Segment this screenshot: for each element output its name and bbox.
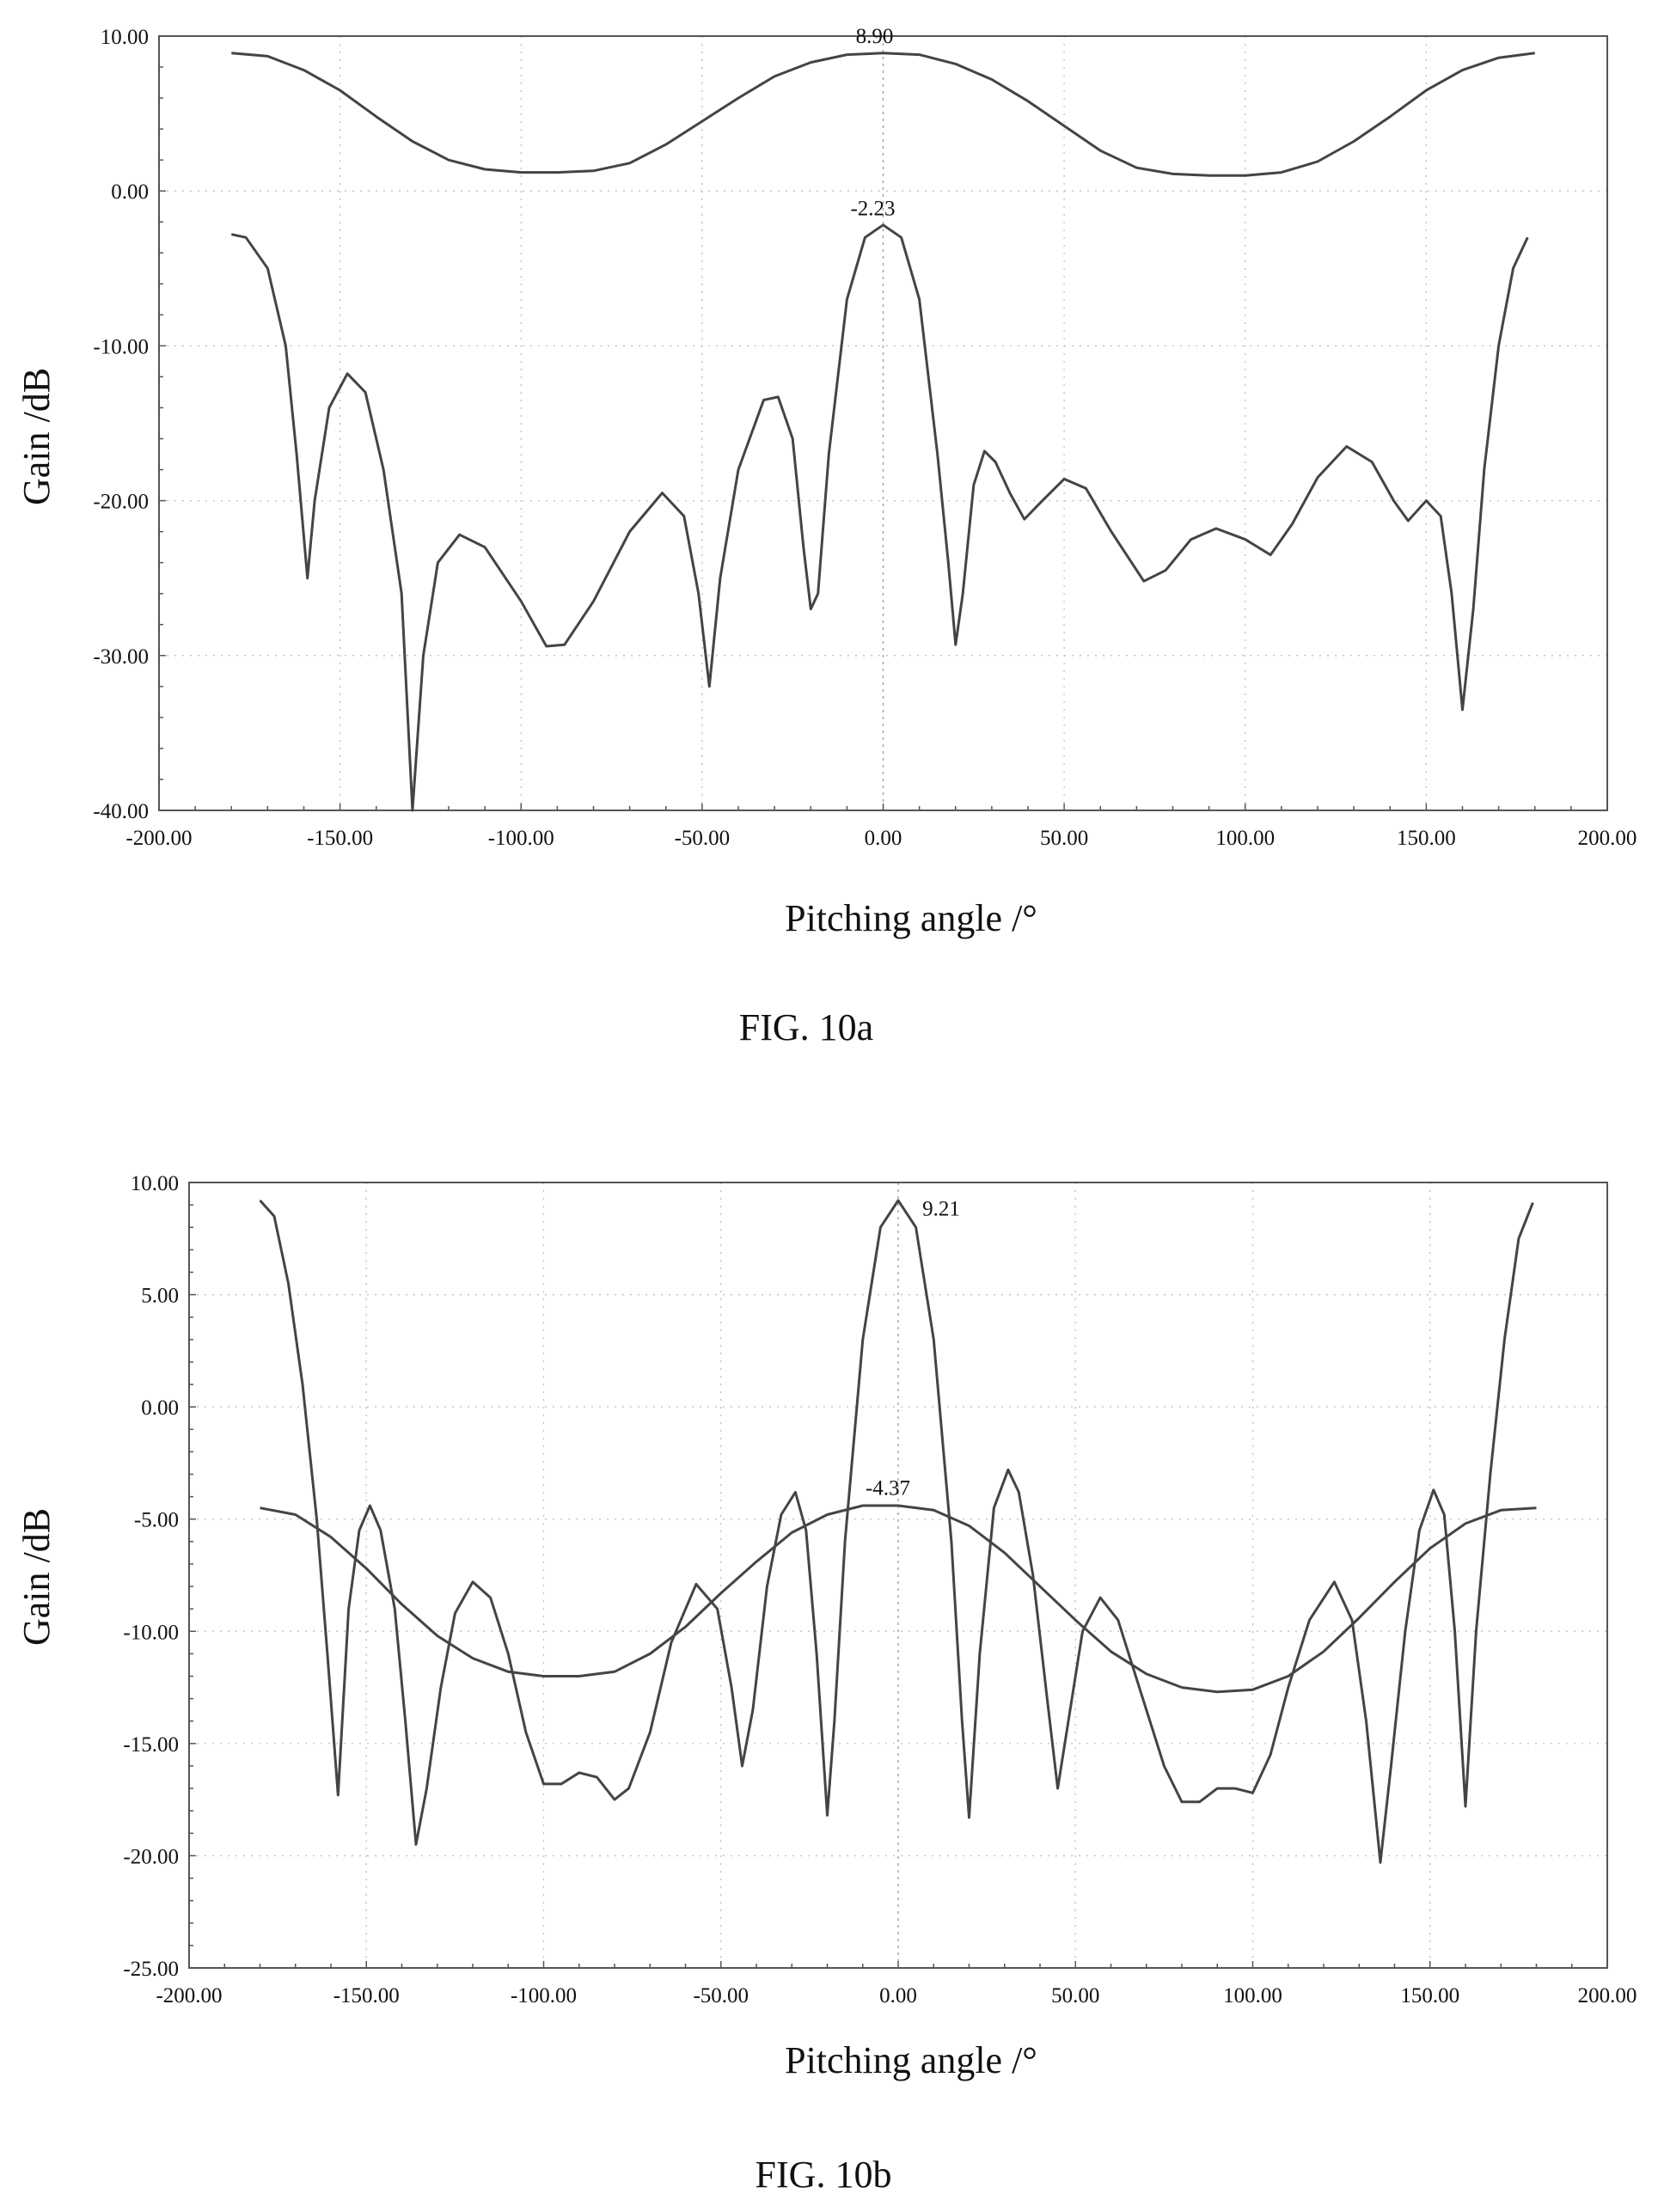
y-tick-label: -25.00 <box>123 1958 179 1981</box>
x-axis-title: Pitching angle /° <box>785 2039 1037 2081</box>
x-tick-label: 50.00 <box>1051 1984 1099 2007</box>
peak-annotations: 9.21 -4.37 <box>866 1198 960 1500</box>
chart-fig-10a: -200.00 -150.00 -100.00 -50.00 0.00 50.00 100.… <box>15 25 1637 1048</box>
series-layer <box>230 52 1535 812</box>
x-tick-label: -100.00 <box>488 827 554 850</box>
figure-label: FIG. 10a <box>739 1006 873 1048</box>
minor-ticks <box>188 1182 1608 1969</box>
x-tick-label: 150.00 <box>1400 1984 1459 2007</box>
y-tick-label: -20.00 <box>123 1845 179 1868</box>
x-tick-label: -200.00 <box>125 827 192 850</box>
y-tick-label: -5.00 <box>134 1509 179 1532</box>
x-tick-label: -200.00 <box>156 1984 222 2007</box>
x-tick-labels: -200.00 -150.00 -100.00 -50.00 0.00 50.00 100.… <box>156 1984 1637 2007</box>
y-tick-label: 10.00 <box>101 26 149 49</box>
x-tick-label: -150.00 <box>307 827 373 850</box>
x-tick-label: 100.00 <box>1215 827 1275 850</box>
x-tick-label: 200.00 <box>1578 1984 1637 2007</box>
peak-annotation: -2.23 <box>850 197 895 220</box>
x-tick-label: -50.00 <box>675 827 731 850</box>
y-tick-labels: 10.00 5.00 0.00 -5.00 -10.00 -15.00 -20.00 -25.… <box>123 1172 179 1981</box>
x-tick-label: -100.00 <box>511 1984 577 2007</box>
y-tick-labels: 10.00 0.00 -10.00 -20.00 -30.00 -40.00 <box>93 26 149 823</box>
figure-label: FIG. 10b <box>756 2154 892 2196</box>
chart-fig-10b: -200.00 -150.00 -100.00 -50.00 0.00 50.00 100.… <box>15 1172 1637 2196</box>
y-tick-label: -30.00 <box>93 645 149 669</box>
x-tick-label: 100.00 <box>1223 1984 1282 2007</box>
x-tick-label: -150.00 <box>333 1984 400 2007</box>
y-axis-title: Gain /dB <box>15 368 58 505</box>
peak-annotation: -4.37 <box>866 1476 910 1500</box>
series-line-1 <box>231 52 1535 177</box>
y-tick-label: -10.00 <box>93 335 149 358</box>
x-tick-label: 0.00 <box>879 1984 917 2007</box>
x-tick-label: 0.00 <box>865 827 902 850</box>
y-tick-label: 10.00 <box>131 1172 179 1195</box>
y-tick-label: -20.00 <box>93 491 149 514</box>
series-line-1 <box>259 1199 1534 1864</box>
series-line-2 <box>230 223 1529 812</box>
peak-annotation: 8.90 <box>856 25 894 48</box>
x-axis-title: Pitching angle /° <box>785 897 1037 939</box>
peak-annotation: 9.21 <box>922 1198 960 1221</box>
x-tick-label: 200.00 <box>1578 827 1637 850</box>
y-tick-label: 5.00 <box>141 1285 179 1308</box>
y-tick-label: -15.00 <box>123 1733 179 1757</box>
grid-lines <box>159 36 1607 810</box>
y-tick-label: 0.00 <box>111 180 149 204</box>
y-tick-label: -10.00 <box>123 1621 179 1644</box>
series-layer <box>259 1199 1537 1864</box>
y-tick-label: -40.00 <box>93 800 149 823</box>
x-tick-label: 50.00 <box>1040 827 1088 850</box>
series-line-2 <box>260 1504 1537 1694</box>
peak-annotations: 8.90 -2.23 <box>850 25 895 221</box>
x-tick-label: -50.00 <box>693 1984 749 2007</box>
y-axis-title: Gain /dB <box>15 1508 58 1646</box>
x-tick-label: 150.00 <box>1397 827 1456 850</box>
y-tick-label: 0.00 <box>141 1396 179 1420</box>
x-tick-labels: -200.00 -150.00 -100.00 -50.00 0.00 50.00 100.… <box>125 827 1637 850</box>
